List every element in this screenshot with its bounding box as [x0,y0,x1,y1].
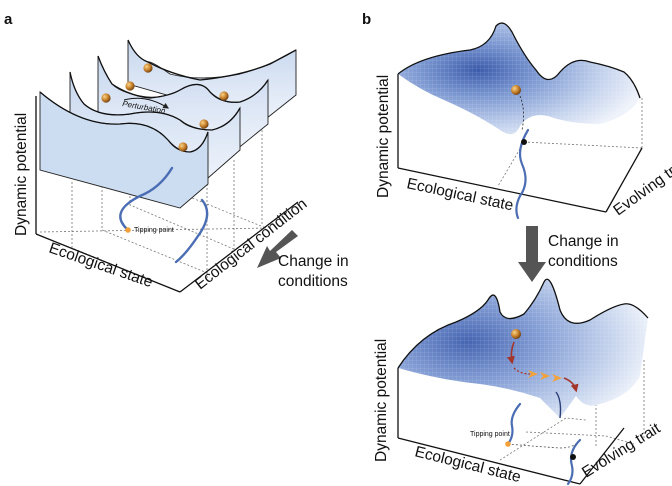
tipping-point-dot [505,441,511,447]
panel-b: b Dynamic potential E [362,11,672,486]
b-tipping-point-label: Tipping point [470,431,510,438]
landscape-bottom: Tipping point Dynamic potential Ecologic… [373,278,664,486]
ball-icon [199,119,209,129]
potential-sheet-1 [39,91,209,209]
equilibrium-dot [570,454,576,460]
ball-icon [143,63,153,73]
descent-arrow-icon [506,341,515,365]
b-arrow-label-line1: Change in [548,233,619,250]
y-axis-label: Dynamic potential [13,113,30,236]
top-y-axis-label: Dynamic potential [375,75,392,198]
tipping-point-label: Tipping point [134,227,174,234]
panel-b-letter: b [362,11,371,28]
b-arrow-label-line2: conditions [548,253,618,270]
bifurcation-curve [506,402,582,486]
change-arrow-icon [257,230,298,268]
final-arrow-icon [563,377,579,393]
bottom-y-axis-label: Dynamic potential [373,339,390,462]
x-axis-label: Ecological state [47,240,155,291]
panel-a-letter: a [4,11,13,28]
arrow-label-line1: Change in [278,253,349,270]
panel-a-axes [35,96,299,293]
bottom-z-axis-label: Evolving trait [579,420,664,482]
ball-icon [125,81,135,91]
orange-arrows-icon [528,370,562,382]
perturbation-arrow-icon [123,97,170,109]
tipping-point-dot [125,227,131,233]
panel-a: a [4,11,349,293]
landscape-top: Dynamic potential Ecological state Evolv… [375,22,672,220]
equilibrium-dot [521,139,527,145]
bottom-x-axis-label: Ecological state [413,443,522,486]
top-z-axis-label: Evolving trait [610,153,672,219]
ball-icon [511,329,521,339]
change-arrow-icon [518,226,546,282]
ball-icon [101,93,111,103]
ball-icon [178,142,188,152]
ball-icon [511,85,521,95]
bifurcation-curve [119,166,209,264]
bifurcation-curve [515,128,530,220]
arrow-label-line2: conditions [278,273,348,290]
ball-icon [219,91,229,101]
